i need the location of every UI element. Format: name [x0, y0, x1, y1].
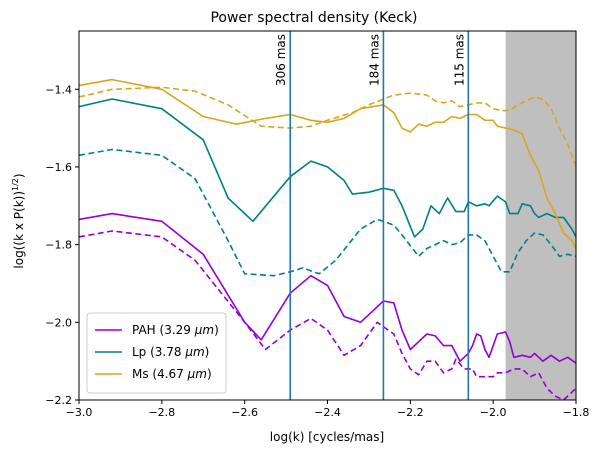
x-tick-label-4: −2.2: [397, 406, 424, 419]
x-tick-label-3: −2.4: [314, 406, 341, 419]
legend-label-2: Ms (4.67 μm): [132, 367, 212, 381]
legend: PAH (3.29 μm) Lp (3.78 μm) Ms (4.67 μm): [86, 312, 227, 394]
x-tick-label-5: −2.0: [480, 406, 507, 419]
x-tick-label-0: −3.0: [66, 406, 93, 419]
legend-box: [86, 312, 227, 394]
series-line-solid-2: [79, 78, 576, 249]
vline-label-0: 306 mas: [274, 34, 288, 86]
chart-title: Power spectral density (Keck): [210, 10, 417, 26]
y-tick-label-0: −2.2: [45, 394, 72, 407]
vline-label-2: 115 mas: [452, 34, 466, 86]
legend-label-1: Lp (3.78 μm): [132, 345, 209, 359]
series-line-dashed-2: [79, 86, 576, 168]
x-tick-label-6: −1.8: [563, 406, 590, 419]
y-axis-label: log((k x P(k))1/2): [11, 173, 26, 268]
plot-area: 306 mas 184 mas 115 mas −3.0 −2.8 −2.6 −2.4 −2.…: [45, 30, 590, 419]
shaded-region: [505, 31, 576, 400]
y-tick-label-3: −1.6: [45, 161, 72, 174]
x-tick-label-1: −2.8: [148, 406, 175, 419]
x-tick-label-2: −2.6: [231, 406, 258, 419]
y-tick-label-2: −1.8: [45, 239, 72, 252]
series-line-dashed-1: [79, 148, 576, 277]
series-line-solid-0: [79, 212, 576, 364]
y-tick-label-1: −2.0: [45, 316, 72, 329]
legend-label-0: PAH (3.29 μm): [132, 323, 219, 337]
x-axis-label: log(k) [cycles/mas]: [270, 430, 384, 444]
series-line-solid-1: [79, 98, 576, 238]
y-tick-label-4: −1.4: [45, 83, 72, 96]
vline-label-1: 184 mas: [367, 34, 381, 86]
